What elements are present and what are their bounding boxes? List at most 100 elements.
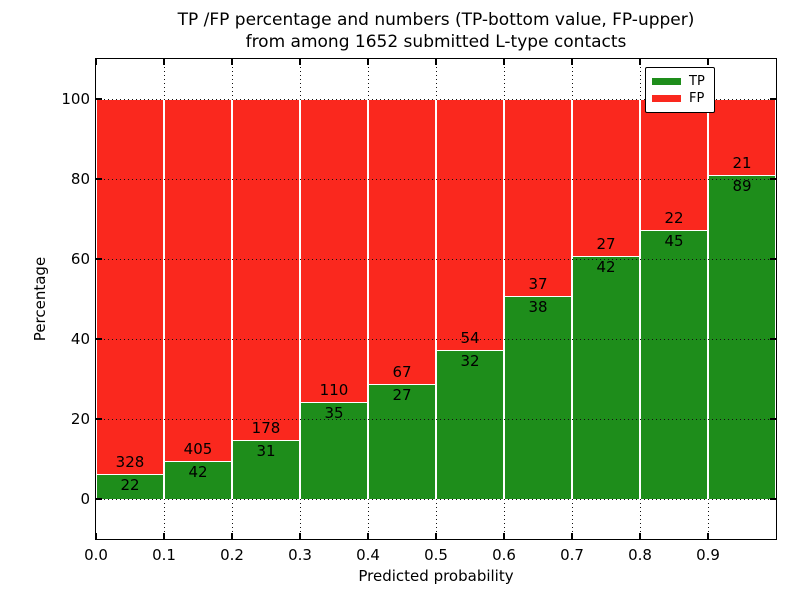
legend: TP FP [645,67,715,113]
bar-value-tp: 89 [732,177,752,196]
grid-line-h [96,499,776,500]
y-axis-label: Percentage [31,256,49,342]
bar-segment-fp [436,99,504,351]
x-tick-label: 0.7 [560,546,584,564]
chart-title-line2: from among 1652 submitted L-type contact… [245,32,627,52]
y-tick-label: 80 [70,170,90,188]
axis-tick [299,533,301,539]
axis-tick [96,418,102,420]
axis-tick [770,98,776,100]
axis-tick [639,533,641,539]
bar-value-tp: 27 [392,386,412,405]
bar-value-tp: 42 [188,463,208,482]
fp-color-swatch [652,95,681,103]
axis-tick [231,59,233,65]
bar-segment-tp [436,350,504,499]
legend-label-tp: TP [689,73,705,89]
y-tick-label: 0 [80,490,90,508]
bar-value-tp: 38 [528,298,548,317]
bar-value-fp: 37 [528,275,548,294]
axis-tick [367,59,369,65]
bar-segment-fp [300,99,368,403]
x-tick-label: 0.3 [288,546,312,564]
axis-tick [367,533,369,539]
bar-segment-tp [708,175,776,499]
bar-segment-tp [640,230,708,499]
bar-value-fp: 54 [460,329,480,348]
bar-segment-tp [232,439,300,499]
axis-tick [96,338,102,340]
bar-segment-tp [96,473,164,499]
bar-segment-fp [708,99,776,176]
bar-value-tp: 42 [596,257,616,276]
bar-value-fp: 22 [664,209,684,228]
tp-color-swatch [652,77,681,85]
bar-segment-fp [504,99,572,297]
axis-tick [571,533,573,539]
axis-tick [503,533,505,539]
y-tick-label: 100 [61,90,90,108]
bar-value-fp: 21 [732,154,752,173]
bar-segment-fp [640,99,708,231]
bar-segment-fp [572,99,640,256]
bar-segment-fp [232,99,300,440]
axis-tick [96,178,102,180]
bar-value-fp: 328 [115,452,145,471]
legend-item-tp: TP [652,75,708,88]
x-tick-label: 0.5 [424,546,448,564]
bar-value-fp: 405 [183,440,213,459]
axis-tick [707,59,709,65]
bar-value-tp: 45 [664,232,684,251]
bar-value-tp: 32 [460,352,480,371]
axis-tick [96,498,102,500]
y-tick-label: 20 [70,410,90,428]
grid-line-h [96,419,776,420]
axis-tick [95,533,97,539]
bar-value-fp: 178 [251,418,281,437]
grid-line-h [96,259,776,260]
axis-tick [639,59,641,65]
bar-segment-tp [300,402,368,499]
bar-value-tp: 35 [324,404,344,423]
chart-title: TP /FP percentage and numbers (TP-bottom… [96,9,776,53]
bar-segment-fp [368,99,436,385]
grid-line-h [96,179,776,180]
bar-segment-fp [164,99,232,462]
x-tick-label: 0.2 [220,546,244,564]
axis-tick [435,533,437,539]
grid-line-h [96,339,776,340]
axis-tick [435,59,437,65]
x-axis-label: Predicted probability [358,567,514,585]
x-tick-label: 0.1 [152,546,176,564]
axis-tick [163,59,165,65]
bar-segment-tp [164,461,232,499]
grid-line-h [96,99,776,100]
axis-tick [231,533,233,539]
legend-label-fp: FP [689,91,705,107]
axis-tick [571,59,573,65]
x-tick-label: 0.6 [492,546,516,564]
bar-segment-tp [368,384,436,499]
bar-value-fp: 27 [596,234,616,253]
bar-value-tp: 31 [256,441,276,460]
x-tick-label: 0.9 [696,546,720,564]
axis-tick [95,59,97,65]
bar-value-tp: 22 [120,475,140,494]
bar-value-fp: 67 [392,363,412,382]
axis-tick [770,418,776,420]
bar-segment-tp [504,296,572,499]
axis-tick [163,533,165,539]
axis-tick [770,498,776,500]
x-tick-label: 0.0 [84,546,108,564]
axis-tick [770,178,776,180]
y-tick-label: 60 [70,250,90,268]
axis-tick [770,258,776,260]
bar-value-fp: 110 [319,381,349,400]
x-tick-label: 0.8 [628,546,652,564]
y-tick-label: 40 [70,330,90,348]
axis-tick [503,59,505,65]
axis-tick [299,59,301,65]
chart-title-line1: TP /FP percentage and numbers (TP-bottom… [177,10,695,30]
axis-tick [707,533,709,539]
